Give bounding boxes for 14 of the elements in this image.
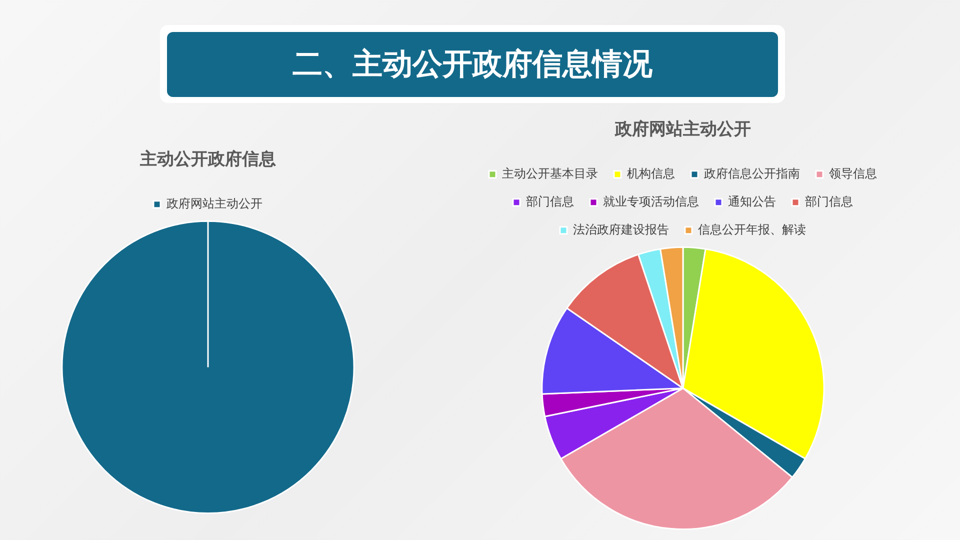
- legend-label: 法治政府建设报告: [573, 222, 669, 237]
- text: 二、主动公开政府信息情况: [167, 32, 778, 97]
- legend-label: 通知公告: [728, 194, 776, 209]
- chart-title: 主动公开政府信息: [139, 150, 276, 170]
- legend-label: 部门信息: [805, 194, 853, 209]
- legend-label: 信息公开年报、解读: [698, 222, 806, 237]
- legend-label: 机构信息: [627, 166, 675, 181]
- legend-label: 政府网站主动公开: [166, 196, 262, 211]
- legend-label: 领导信息: [829, 166, 877, 181]
- legend-label: 主动公开基本目录: [502, 166, 598, 181]
- chart-title: 政府网站主动公开: [614, 120, 751, 140]
- legend-label: 就业专项活动信息: [603, 194, 699, 209]
- legend-label: 部门信息: [526, 194, 574, 209]
- legend-label: 政府信息公开指南: [704, 166, 800, 181]
